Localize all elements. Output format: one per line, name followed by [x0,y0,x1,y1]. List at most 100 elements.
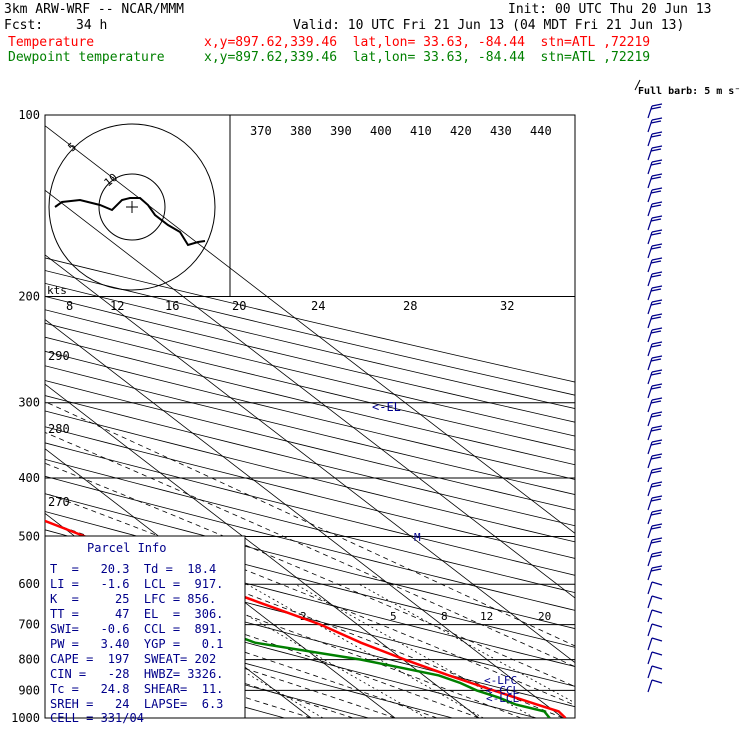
mixing-ratio-line [295,583,535,718]
wind-barb [647,551,663,567]
parcel-row-8: CIN = -28 HWBZ= 3326. [50,667,223,681]
moist-adiabat [45,462,575,687]
isotherm-line [45,189,575,599]
wind-barb [647,159,663,175]
wind-barb [647,313,663,329]
legend-dewpoint-name: Dewpoint temperature [8,50,165,65]
wind-barb [647,145,663,161]
theta-label: 380 [290,124,312,138]
wind-barb [647,285,663,301]
m-marker: M [414,531,421,544]
dry-adiabat [45,270,575,396]
scale-label: 12 [110,299,124,313]
wind-barb [647,565,663,581]
mixing-ratio-label: 12 [480,610,493,623]
pressure-tick-label: 900 [18,683,40,697]
wind-barb [647,665,663,679]
pressure-tick-label: 400 [18,471,40,485]
pressure-tick-label: 600 [18,577,40,591]
wind-barb [647,257,663,273]
wind-barb [647,327,663,343]
moist-adiabat [45,401,575,647]
isotherm-line [45,448,396,718]
dry-adiabat [45,350,575,480]
hodograph-ring-label: 5 [66,140,79,154]
wind-barb [647,637,663,651]
scale-label: 32 [500,299,514,313]
hodograph-ring-outer [48,123,216,291]
wind-barb [647,355,663,371]
dewpoint-trace [45,563,551,718]
mixing-ratio-line [246,583,484,718]
wind-barb [647,495,663,511]
legend-temperature-name: Temperature [8,35,95,50]
mixing-ratio-label: 5 [390,610,397,623]
theta-left-label: 270 [48,495,70,509]
mixing-ratio-label: 20 [538,610,551,623]
parcel-row-4: TT = 47 EL = 306. [50,607,223,621]
scale-label: 20 [232,299,246,313]
parcel-row-2: LI = -1.6 LCL = 917. [50,577,223,591]
hodograph: 5 10 kts [47,115,231,297]
dry-adiabat [45,607,455,718]
wind-barb [647,581,663,595]
pressure-tick-label: 100 [18,108,40,122]
wind-barb [647,173,663,189]
parcel-info-box: Parcel Info T = 20.3 Td = 18.4 LI = -1.6… [44,535,246,725]
dry-adiabat [45,629,371,718]
wind-barb [647,103,663,119]
wind-barb [647,201,663,217]
el-marker: <-EL [372,400,401,414]
isotherm-line [45,254,575,664]
lfc-marker: <-LFC [484,674,517,687]
parcel-row-5: SWI= -0.6 CCL = 891. [50,622,223,636]
mixing-ratio-label: 8 [441,610,448,623]
barb-label: Full barb: 5 m s⁻¹ [638,86,740,97]
mixing-ratio-line [192,583,427,718]
pressure-tick-label: 200 [18,290,40,304]
dry-adiabat [45,322,575,451]
wind-barb [647,383,663,399]
parcel-row-1: T = 20.3 Td = 18.4 [50,562,216,576]
theta-label: 400 [370,124,392,138]
plot-frame [44,114,576,719]
theta-label: 440 [530,124,552,138]
scale-label: 28 [403,299,417,313]
wind-barb [647,369,663,385]
parcel-info-title: Parcel Info [87,541,166,555]
wind-barb [647,187,663,203]
dry-adiabat [45,296,575,423]
parcel-row-11: CELL = 331/04 [50,711,144,725]
parcel-row-9: Tc = 24.8 SHEAR= 11. [50,682,223,696]
wind-barb [647,679,663,693]
legend-dewpoint-info: x,y=897.62,339.46 lat,lon= 33.63, -84.44… [204,50,651,65]
wind-barb [647,467,663,483]
wind-barb [647,229,663,245]
forecast-label: Fcst: [4,18,44,33]
wind-barb [647,509,663,525]
wind-barb [647,299,663,315]
isotherm-line [45,319,564,718]
parcel-row-6: PW = 3.40 YGP = 0.1 [50,637,223,651]
wind-barbs [634,79,663,693]
isotherm-line [45,125,575,534]
parcel-row-10: SREH = 24 LAPSE= 6.3 [50,697,223,711]
wind-barb [647,131,663,147]
wind-barb [647,595,663,609]
pressure-tick-label: 500 [18,529,40,543]
hodograph-trace [54,197,206,247]
dry-adiabat [45,493,575,630]
dry-adiabat [45,475,575,611]
mixing-ratio-line [359,583,575,704]
dry-adiabat [45,309,575,437]
pressure-tick-label: 1000 [11,711,40,725]
wind-barb [647,651,663,665]
theta-label: 370 [250,124,272,138]
hodograph-units: kts [47,284,67,297]
forecast-hour: 34 h [76,18,108,33]
theta-label: 390 [330,124,352,138]
mixing-ratio-label: 2 [300,610,307,623]
wind-barb [647,341,663,357]
wind-barb [647,481,663,497]
